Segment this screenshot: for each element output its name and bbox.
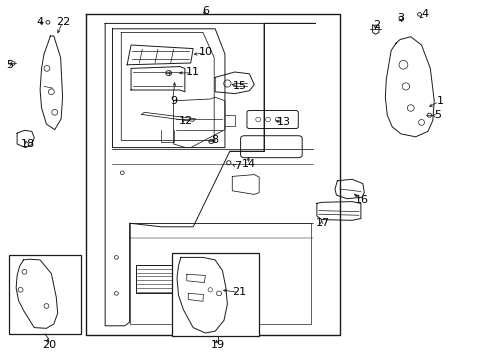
Text: 2: 2 <box>372 20 379 30</box>
Text: 8: 8 <box>211 135 218 145</box>
Text: 4: 4 <box>421 9 428 19</box>
FancyBboxPatch shape <box>240 136 302 158</box>
Text: 4: 4 <box>37 17 43 27</box>
Text: 6: 6 <box>202 6 208 16</box>
Text: 14: 14 <box>242 159 256 169</box>
Text: 17: 17 <box>315 218 329 228</box>
Bar <box>9 255 81 334</box>
Text: 10: 10 <box>198 47 212 57</box>
Text: 18: 18 <box>21 139 35 149</box>
FancyBboxPatch shape <box>246 111 298 129</box>
Text: 12: 12 <box>179 116 192 126</box>
Text: 1: 1 <box>436 96 443 106</box>
Text: 19: 19 <box>210 340 224 350</box>
Text: 11: 11 <box>186 67 200 77</box>
Text: 7: 7 <box>233 161 240 171</box>
Text: 3: 3 <box>397 13 404 23</box>
Text: 20: 20 <box>42 340 56 350</box>
Bar <box>172 253 259 336</box>
Text: 5: 5 <box>433 110 440 120</box>
Text: 21: 21 <box>232 287 246 297</box>
Text: 9: 9 <box>170 96 177 106</box>
Text: 5: 5 <box>6 60 13 70</box>
Text: 16: 16 <box>354 195 368 205</box>
Text: 15: 15 <box>232 81 246 91</box>
Text: 22: 22 <box>56 17 71 27</box>
Text: 13: 13 <box>276 117 290 127</box>
